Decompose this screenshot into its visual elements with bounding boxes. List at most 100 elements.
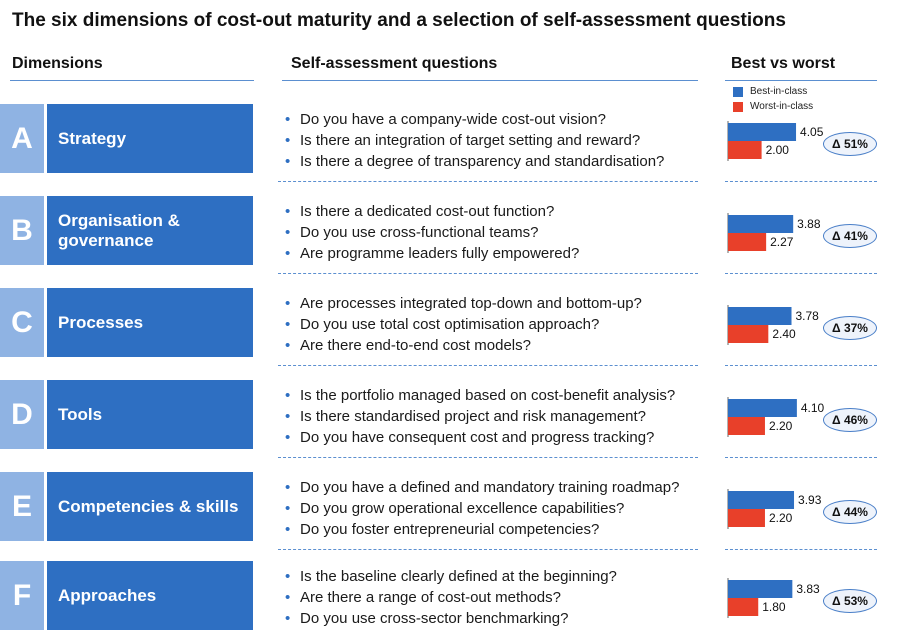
- best-in-class-bar: [728, 399, 797, 417]
- worst-in-class-bar: [728, 233, 767, 251]
- bullet-icon: •: [285, 224, 291, 241]
- question-text: Is there a dedicated cost-out function?: [300, 203, 555, 220]
- legend-best-label: Best-in-class: [750, 86, 808, 97]
- question-text: Is there standardised project and risk m…: [300, 408, 647, 425]
- legend-best: Best-in-class: [733, 86, 807, 97]
- worst-in-class-value-label: 2.20: [769, 419, 793, 433]
- bullet-icon: •: [285, 521, 291, 538]
- dimensions-underline: [10, 80, 254, 81]
- dimension-label: Strategy: [47, 104, 253, 173]
- best-in-class-bar: [728, 215, 794, 233]
- delta-percentage-badge: Δ 46%: [823, 408, 877, 432]
- bullet-icon: •: [285, 610, 291, 627]
- worst-in-class-value-label: 2.20: [769, 511, 793, 525]
- delta-percentage-badge: Δ 44%: [823, 500, 877, 524]
- worst-in-class-value-label: 2.27: [770, 235, 794, 249]
- best-in-class-value-label: 3.78: [796, 309, 820, 323]
- row-separator: [278, 181, 698, 182]
- worst-in-class-bar: [728, 598, 759, 616]
- chart-row-separator: [725, 273, 877, 274]
- question-text: Are processes integrated top-down and bo…: [300, 295, 642, 312]
- question-item: • Do you have a defined and mandatory tra…: [285, 477, 679, 498]
- chart-row-separator: [725, 181, 877, 182]
- question-item: • Do you use cross-sector benchmarking?: [285, 608, 617, 629]
- question-text: Do you use cross-sector benchmarking?: [300, 610, 569, 627]
- question-item: • Are processes integrated top-down and b…: [285, 293, 642, 314]
- delta-percentage-badge: Δ 41%: [823, 224, 877, 248]
- question-item: • Is there an integration of target setti…: [285, 130, 664, 151]
- question-text: Is the portfolio managed based on cost-b…: [300, 387, 676, 404]
- question-text: Are there a range of cost-out methods?: [300, 589, 561, 606]
- best-in-class-value-label: 4.10: [801, 401, 825, 415]
- bullet-icon: •: [285, 337, 291, 354]
- bullet-icon: •: [285, 111, 291, 128]
- questions-underline: [282, 80, 698, 81]
- question-list: • Is there a dedicated cost-out function?…: [285, 201, 579, 264]
- dimension-letter: C: [0, 288, 44, 357]
- best-in-class-value-label: 4.05: [800, 125, 824, 139]
- legend-best-swatch: [733, 86, 743, 97]
- dimension-letter: F: [0, 561, 44, 630]
- best-in-class-bar: [728, 307, 792, 325]
- question-item: • Do you use cross-functional teams?: [285, 222, 579, 243]
- question-text: Is the baseline clearly defined at the b…: [300, 568, 617, 585]
- dimension-letter: A: [0, 104, 44, 173]
- delta-percentage-badge: Δ 37%: [823, 316, 877, 340]
- legend-worst-swatch: [733, 101, 743, 112]
- worst-in-class-value-label: 2.40: [772, 327, 796, 341]
- question-text: Is there a degree of transparency and st…: [300, 153, 665, 170]
- best-in-class-bar: [728, 580, 793, 598]
- dimensions-header: Dimensions: [12, 55, 103, 72]
- dimension-label: Tools: [47, 380, 253, 449]
- legend-worst: Worst-in-class: [733, 101, 813, 112]
- bullet-icon: •: [285, 589, 291, 606]
- best-in-class-value-label: 3.93: [798, 493, 822, 507]
- question-text: Are there end-to-end cost models?: [300, 337, 531, 354]
- question-item: • Is there standardised project and risk …: [285, 406, 675, 427]
- bullet-icon: •: [285, 316, 291, 333]
- question-item: • Are there end-to-end cost models?: [285, 335, 642, 356]
- best-in-class-value-label: 3.88: [797, 217, 821, 231]
- question-item: • Are there a range of cost-out methods?: [285, 587, 617, 608]
- page-title: The six dimensions of cost-out maturity …: [12, 10, 786, 31]
- question-text: Are programme leaders fully empowered?: [300, 245, 580, 262]
- question-item: • Do you have consequent cost and progres…: [285, 427, 675, 448]
- question-item: • Is there a dedicated cost-out function?: [285, 201, 579, 222]
- bullet-icon: •: [285, 568, 291, 585]
- best-in-class-value-label: 3.83: [796, 582, 820, 596]
- question-text: Is there an integration of target settin…: [300, 132, 641, 149]
- worst-in-class-bar: [728, 141, 762, 159]
- question-item: • Is the portfolio managed based on cost-…: [285, 385, 675, 406]
- row-separator: [278, 365, 698, 366]
- bullet-icon: •: [285, 387, 291, 404]
- dimension-label: Organisation & governance: [47, 196, 253, 265]
- worst-in-class-bar: [728, 325, 769, 343]
- best-vs-worst-header: Best vs worst: [731, 55, 836, 72]
- question-list: • Do you have a defined and mandatory tra…: [285, 477, 679, 540]
- question-list: • Do you have a company-wide cost-out vis…: [285, 109, 664, 172]
- dimension-label: Competencies & skills: [47, 472, 253, 541]
- best-in-class-bar: [728, 491, 795, 509]
- question-item: • Do you use total cost optimisation appr…: [285, 314, 642, 335]
- dimension-letter: D: [0, 380, 44, 449]
- bullet-icon: •: [285, 408, 291, 425]
- question-text: Do you foster entrepreneurial competenci…: [300, 521, 600, 538]
- question-text: Do you have a defined and mandatory trai…: [300, 479, 680, 496]
- question-item: • Do you grow operational excellence capa…: [285, 498, 679, 519]
- worst-in-class-bar: [728, 417, 765, 435]
- question-item: • Are programme leaders fully empowered?: [285, 243, 579, 264]
- chart-row-separator: [725, 457, 877, 458]
- question-item: • Is there a degree of transparency and s…: [285, 151, 664, 172]
- delta-percentage-badge: Δ 51%: [823, 132, 877, 156]
- worst-in-class-value-label: 1.80: [762, 600, 786, 614]
- dimension-letter: B: [0, 196, 44, 265]
- bullet-icon: •: [285, 132, 291, 149]
- best-vs-worst-underline: [725, 80, 877, 81]
- bullet-icon: •: [285, 429, 291, 446]
- worst-in-class-value-label: 2.00: [766, 143, 790, 157]
- questions-header: Self-assessment questions: [291, 55, 498, 72]
- dimension-letter: E: [0, 472, 44, 541]
- worst-in-class-bar: [728, 509, 765, 527]
- question-item: • Do you foster entrepreneurial competenc…: [285, 519, 679, 540]
- question-item: • Is the baseline clearly defined at the …: [285, 566, 617, 587]
